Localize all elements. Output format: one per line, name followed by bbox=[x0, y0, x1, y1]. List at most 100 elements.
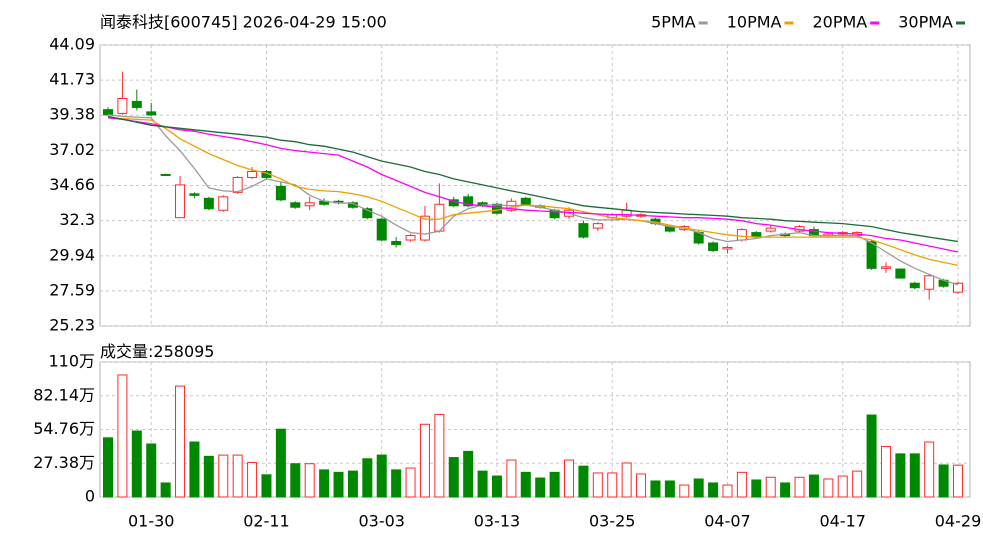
volume-bar bbox=[794, 476, 805, 498]
volume-bar bbox=[347, 470, 358, 498]
candle-body bbox=[708, 242, 719, 251]
volume-bar bbox=[290, 463, 301, 498]
volume-bar bbox=[823, 478, 834, 498]
ma-line bbox=[107, 117, 959, 253]
volume-bar bbox=[938, 464, 949, 498]
volume-label: 成交量: bbox=[100, 342, 153, 361]
y-tick-label: 41.73 bbox=[49, 70, 95, 89]
volume-bar bbox=[275, 428, 286, 498]
volume-bar bbox=[477, 470, 488, 498]
volume-bar bbox=[535, 477, 546, 498]
volume-bar bbox=[434, 413, 445, 498]
volume-bar bbox=[679, 484, 690, 498]
volume-bar bbox=[621, 462, 632, 498]
volume-bar bbox=[520, 471, 531, 498]
volume-bar bbox=[333, 471, 344, 498]
volume-bar bbox=[189, 441, 200, 498]
volume-bar bbox=[103, 437, 113, 498]
volume-bar bbox=[146, 443, 157, 498]
volume-bar bbox=[117, 374, 128, 498]
y-tick-label: 82.14万 bbox=[33, 385, 95, 404]
volume-bar bbox=[909, 453, 920, 498]
volume-bar bbox=[578, 465, 589, 498]
volume-bar bbox=[261, 474, 272, 498]
candle-body bbox=[160, 173, 171, 176]
candle-body bbox=[895, 268, 906, 279]
candle-body bbox=[290, 202, 301, 208]
candle-body bbox=[391, 241, 402, 246]
candle-body bbox=[146, 111, 157, 116]
y-tick-label: 110万 bbox=[48, 352, 95, 371]
volume-bar bbox=[160, 482, 171, 498]
volume-bar bbox=[491, 475, 502, 498]
candle-body bbox=[131, 100, 142, 108]
volume-bar bbox=[391, 469, 402, 498]
volume-bar bbox=[736, 471, 747, 498]
volume-bar bbox=[895, 453, 906, 498]
volume-bar bbox=[218, 454, 229, 498]
volume-bar bbox=[506, 459, 517, 498]
candle-body bbox=[203, 197, 214, 210]
candle-body bbox=[924, 275, 935, 290]
volume-bar bbox=[131, 430, 142, 498]
volume-bar bbox=[448, 457, 459, 498]
volume-bar bbox=[607, 472, 618, 498]
candle-body bbox=[232, 176, 243, 193]
y-tick-label: 32.3 bbox=[59, 210, 95, 229]
candle-body bbox=[275, 185, 286, 201]
volume-bar bbox=[549, 471, 560, 498]
volume-bar bbox=[852, 470, 863, 498]
volume-bar bbox=[780, 482, 791, 498]
volume-bar bbox=[376, 454, 387, 498]
legend-label: 30PMA bbox=[898, 13, 953, 32]
candle-body bbox=[175, 184, 186, 219]
y-tick-label: 44.09 bbox=[49, 35, 95, 54]
candle-body bbox=[218, 196, 229, 211]
x-tick-label: 03-13 bbox=[474, 512, 521, 531]
y-tick-label: 27.59 bbox=[49, 280, 95, 299]
candle-body bbox=[953, 282, 963, 293]
y-tick-label: 0 bbox=[85, 487, 95, 506]
volume-bar bbox=[636, 473, 647, 498]
x-tick-label: 04-29 bbox=[935, 512, 982, 531]
volume-bar bbox=[924, 441, 935, 498]
volume-bar bbox=[463, 450, 474, 498]
candle-body bbox=[362, 208, 373, 219]
candle-body bbox=[722, 246, 733, 250]
y-tick-label: 34.66 bbox=[49, 175, 95, 194]
volume-bar bbox=[247, 461, 258, 498]
y-tick-label: 39.38 bbox=[49, 105, 95, 124]
volume-bar bbox=[866, 414, 877, 498]
y-tick-label: 27.38万 bbox=[33, 453, 95, 472]
volume-bar bbox=[837, 475, 848, 498]
volume-bar bbox=[880, 445, 891, 498]
y-tick-label: 54.76万 bbox=[33, 419, 95, 438]
candle-body bbox=[304, 202, 315, 207]
volume-bar bbox=[203, 455, 214, 498]
volume-bar bbox=[175, 385, 186, 498]
ma-line bbox=[107, 115, 959, 243]
x-tick-label: 01-30 bbox=[128, 512, 175, 531]
x-tick-label: 03-25 bbox=[589, 512, 636, 531]
legend-label: 20PMA bbox=[812, 13, 867, 32]
ma-line bbox=[107, 114, 959, 286]
x-tick-label: 03-03 bbox=[358, 512, 405, 531]
ma-line bbox=[107, 117, 959, 267]
volume-bar bbox=[592, 472, 603, 498]
y-tick-label: 25.23 bbox=[49, 316, 95, 335]
candle-body bbox=[880, 266, 891, 269]
volume-bar bbox=[953, 464, 963, 498]
volume-bar bbox=[765, 476, 776, 498]
volume-bar bbox=[304, 463, 315, 498]
candle-body bbox=[419, 215, 430, 241]
volume-bar bbox=[319, 469, 330, 498]
y-tick-label: 29.94 bbox=[49, 245, 95, 264]
candle-body bbox=[189, 193, 200, 196]
volume-bar bbox=[564, 459, 575, 498]
candle-body bbox=[765, 227, 776, 232]
y-tick-label: 37.02 bbox=[49, 140, 95, 159]
volume-bar bbox=[650, 480, 661, 498]
candle-body bbox=[736, 229, 747, 241]
candle-body bbox=[866, 241, 877, 269]
volume-bar bbox=[722, 484, 733, 498]
